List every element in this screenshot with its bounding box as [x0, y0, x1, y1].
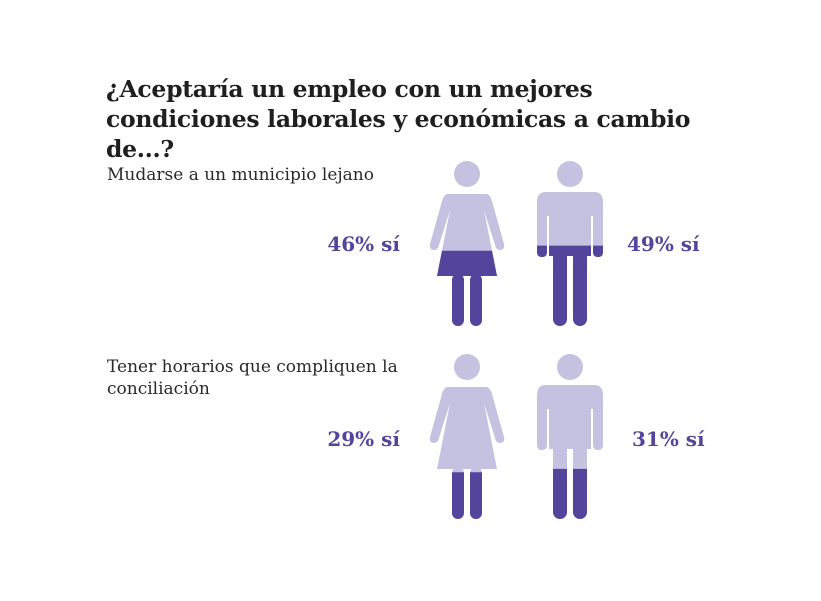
question-label: Mudarse a un municipio lejano: [107, 165, 374, 185]
question-label: Tener horarios que compliquen la concili…: [107, 357, 398, 399]
chart-title: ¿Aceptaría un empleo con un mejores cond…: [106, 75, 691, 163]
man-figure-icon: [537, 354, 603, 519]
man-percent-label: 49% sí: [627, 232, 700, 256]
man-silhouette: [537, 161, 603, 326]
woman-percent-fill: [437, 250, 497, 326]
man-figure-icon: [537, 161, 603, 326]
woman-silhouette: [429, 161, 505, 326]
woman-silhouette: [429, 354, 505, 519]
woman-percent-label: 29% sí: [327, 427, 400, 451]
man-percent-fill: [553, 468, 587, 519]
man-percent-fill: [537, 245, 603, 326]
man-percent-label: 31% sí: [632, 427, 705, 451]
woman-figure-icon: [429, 161, 505, 326]
man-silhouette: [537, 354, 603, 519]
woman-percent-label: 46% sí: [327, 232, 400, 256]
woman-figure-icon: [429, 354, 505, 519]
woman-percent-fill: [452, 472, 482, 519]
